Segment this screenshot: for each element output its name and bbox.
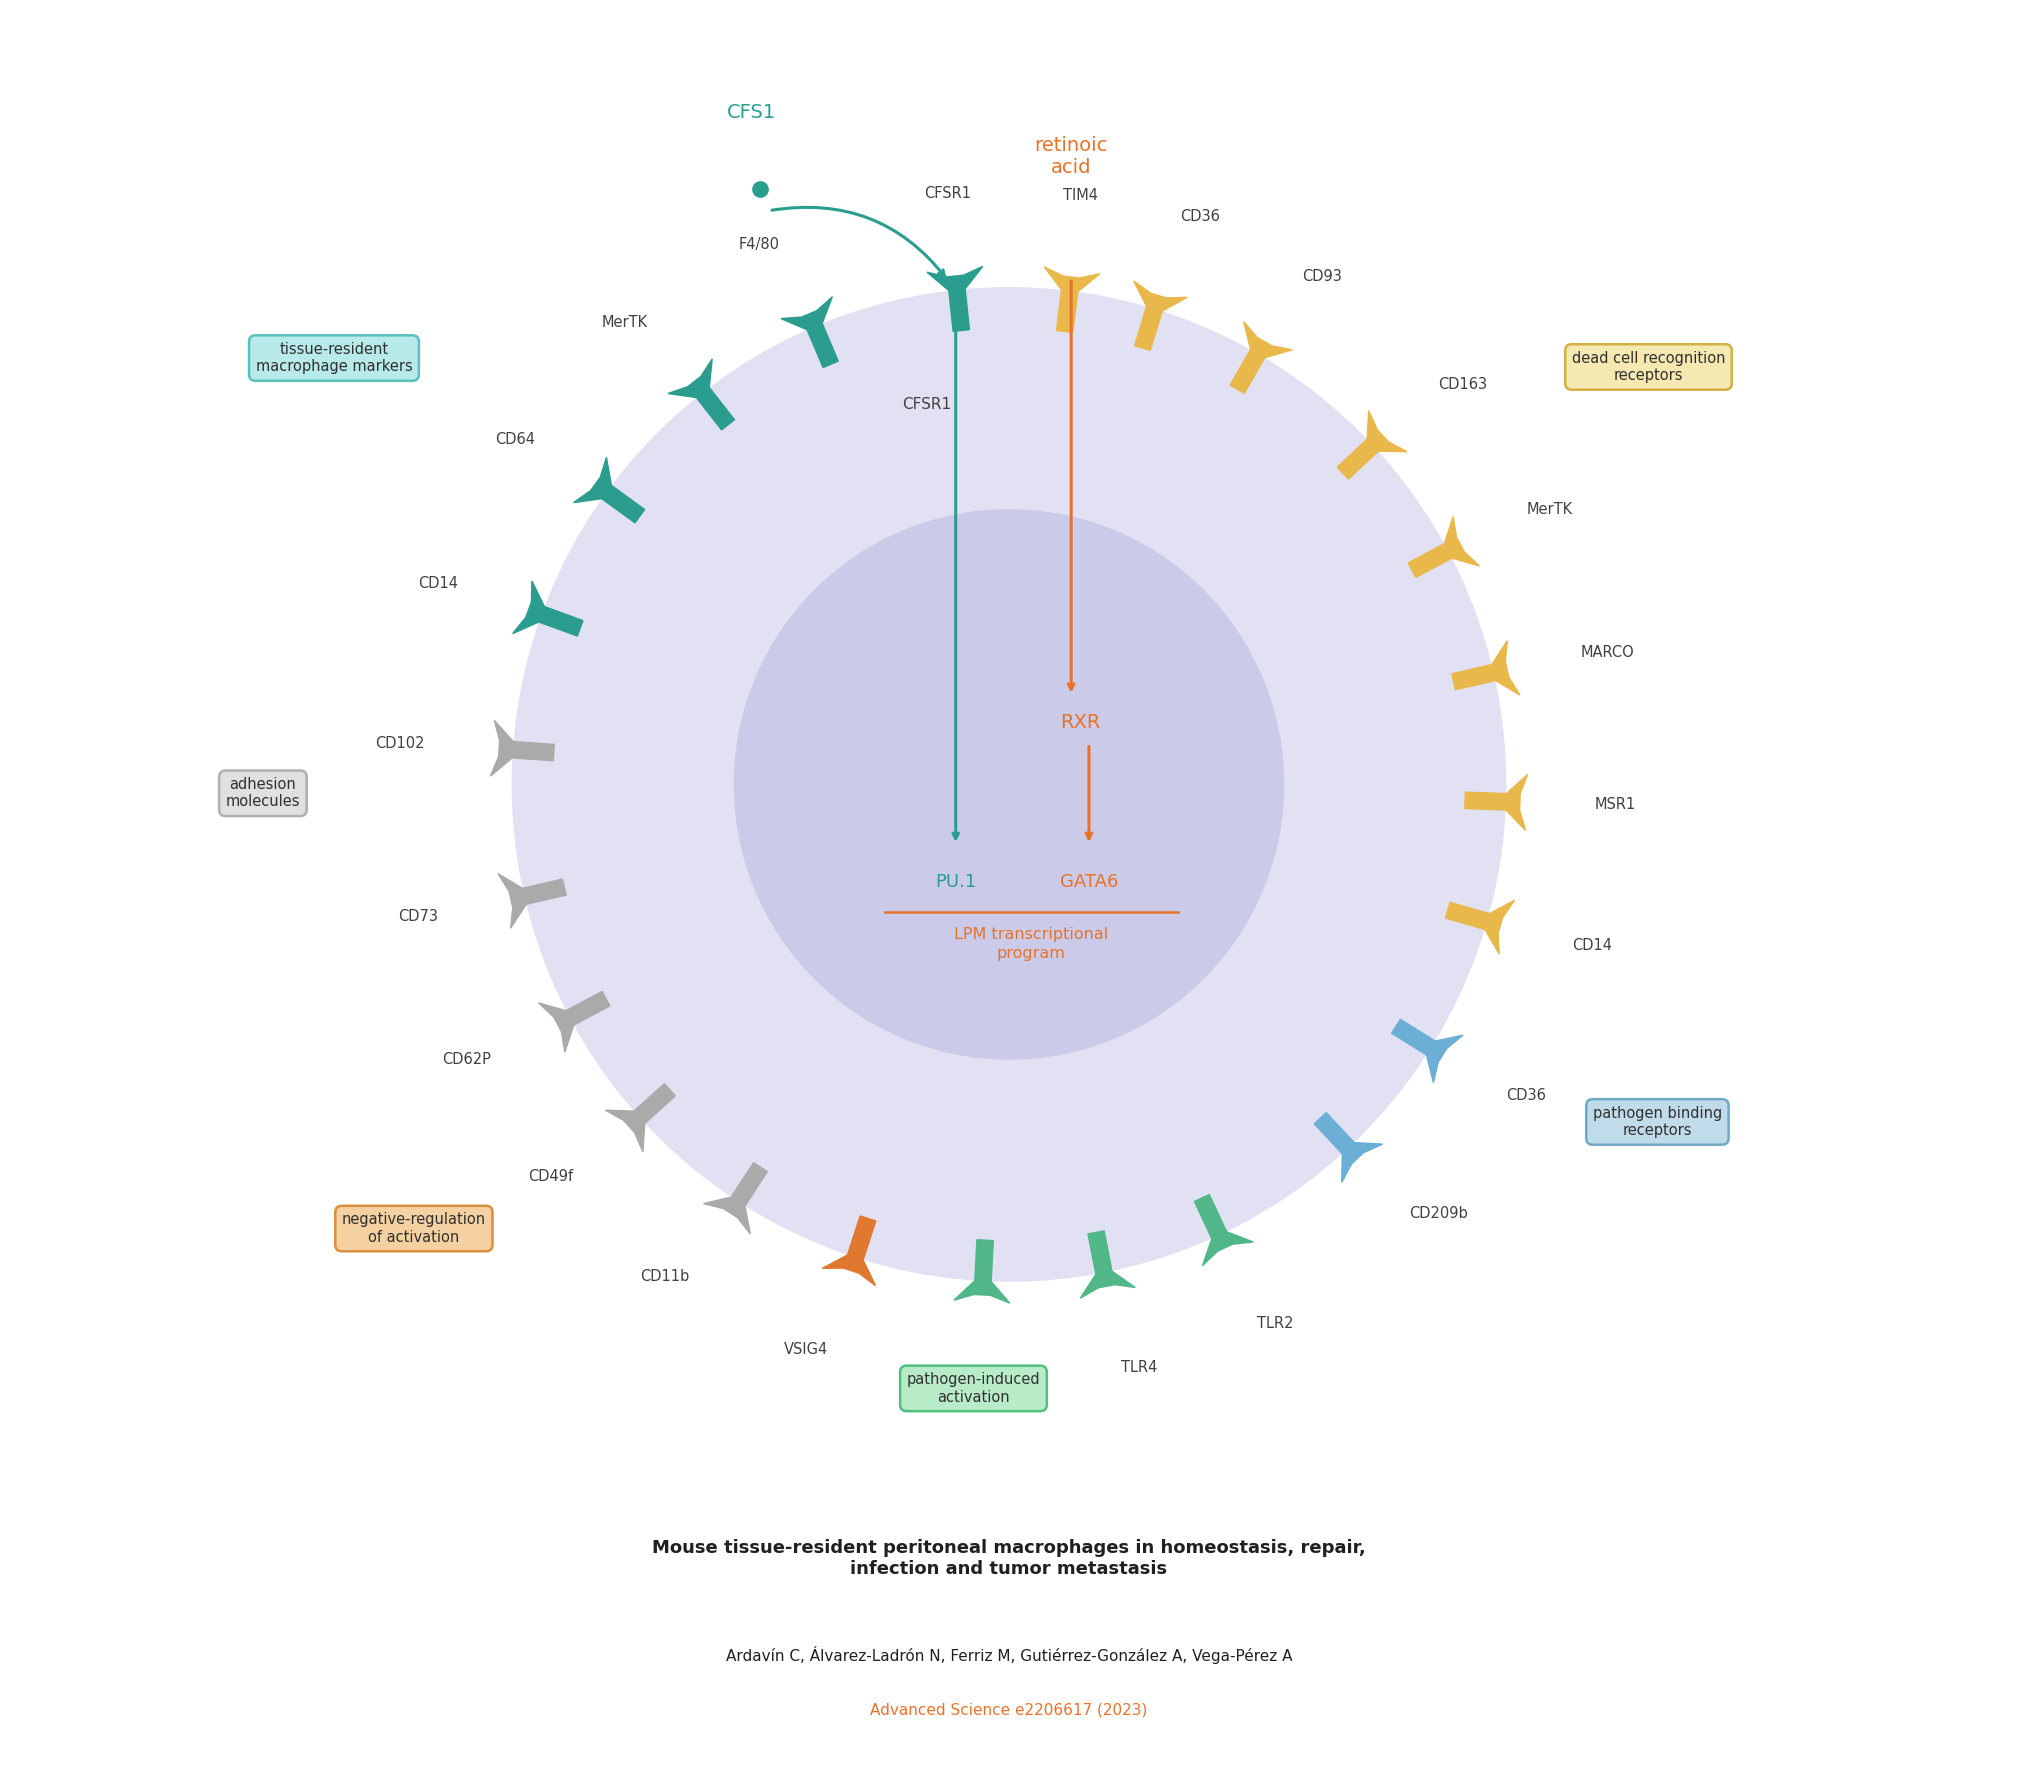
Polygon shape [926, 266, 983, 331]
Polygon shape [955, 1240, 1009, 1303]
Polygon shape [1231, 323, 1292, 394]
Text: CFSR1: CFSR1 [902, 397, 950, 412]
Polygon shape [1045, 267, 1100, 333]
Text: CD36: CD36 [1505, 1087, 1546, 1103]
Circle shape [513, 287, 1505, 1281]
Text: CFSR1: CFSR1 [924, 187, 971, 201]
Text: CD62P: CD62P [442, 1051, 492, 1067]
Polygon shape [573, 458, 644, 522]
Text: TLR7: TLR7 [961, 1370, 997, 1385]
Text: MerTK: MerTK [1526, 503, 1572, 517]
Text: GATA6: GATA6 [1059, 873, 1118, 891]
Polygon shape [1338, 410, 1407, 479]
Text: pathogen-induced
activation: pathogen-induced activation [906, 1372, 1041, 1404]
Circle shape [735, 510, 1283, 1060]
Text: MARCO: MARCO [1580, 645, 1635, 659]
Text: dead cell recognition
receptors: dead cell recognition receptors [1572, 351, 1725, 383]
Text: retinoic
acid: retinoic acid [1035, 135, 1108, 176]
Polygon shape [1134, 282, 1187, 351]
Polygon shape [539, 991, 609, 1051]
Polygon shape [668, 358, 735, 429]
Text: CFS1: CFS1 [726, 103, 777, 121]
Text: CD93: CD93 [1302, 269, 1342, 283]
Polygon shape [605, 1083, 676, 1151]
Text: MSR1: MSR1 [1594, 797, 1637, 813]
Polygon shape [1314, 1112, 1382, 1181]
Text: TIM4: TIM4 [1063, 187, 1098, 203]
Polygon shape [1451, 642, 1520, 695]
Text: CD209b: CD209b [1409, 1206, 1467, 1221]
Text: tissue-resident
macrophage markers: tissue-resident macrophage markers [256, 342, 412, 374]
Text: negative-regulation
of activation: negative-regulation of activation [341, 1212, 486, 1244]
Text: Ardavín C, Álvarez-Ladrón N, Ferriz M, Gutiérrez-González A, Vega-Pérez A: Ardavín C, Álvarez-Ladrón N, Ferriz M, G… [726, 1647, 1292, 1664]
Text: adhesion
molecules: adhesion molecules [226, 777, 301, 809]
Polygon shape [781, 298, 837, 367]
Text: MerTK: MerTK [601, 315, 648, 330]
Text: PU.1: PU.1 [934, 873, 977, 891]
Polygon shape [1409, 517, 1479, 577]
Text: CD49f: CD49f [529, 1169, 573, 1185]
Text: RXR: RXR [1059, 713, 1100, 732]
Text: CD11b: CD11b [640, 1269, 690, 1283]
Text: CD14: CD14 [418, 576, 458, 592]
Text: CD14: CD14 [1572, 939, 1612, 953]
Polygon shape [704, 1162, 767, 1233]
Text: TLR2: TLR2 [1257, 1315, 1294, 1331]
Polygon shape [1195, 1194, 1253, 1265]
Polygon shape [1465, 775, 1528, 830]
Text: CD73: CD73 [398, 909, 438, 923]
Text: Mouse tissue-resident peritoneal macrophages in homeostasis, repair,
infection a: Mouse tissue-resident peritoneal macroph… [652, 1540, 1366, 1579]
Text: F4/80: F4/80 [739, 237, 779, 253]
Text: CD64: CD64 [494, 433, 535, 447]
Text: CD36: CD36 [1181, 208, 1221, 225]
Text: LPM transcriptional
program: LPM transcriptional program [955, 927, 1108, 960]
Text: VSIG4: VSIG4 [783, 1342, 827, 1356]
Polygon shape [513, 581, 583, 636]
Polygon shape [1392, 1019, 1463, 1083]
Polygon shape [823, 1215, 876, 1285]
Text: CD163: CD163 [1437, 378, 1487, 392]
Polygon shape [1445, 900, 1516, 953]
Polygon shape [498, 873, 567, 928]
Text: CD102: CD102 [375, 736, 424, 750]
Polygon shape [1080, 1231, 1136, 1297]
Polygon shape [490, 720, 555, 777]
Text: Advanced Science e2206617 (2023): Advanced Science e2206617 (2023) [870, 1704, 1148, 1718]
Text: TLR4: TLR4 [1120, 1360, 1156, 1376]
Text: pathogen binding
receptors: pathogen binding receptors [1592, 1107, 1721, 1139]
